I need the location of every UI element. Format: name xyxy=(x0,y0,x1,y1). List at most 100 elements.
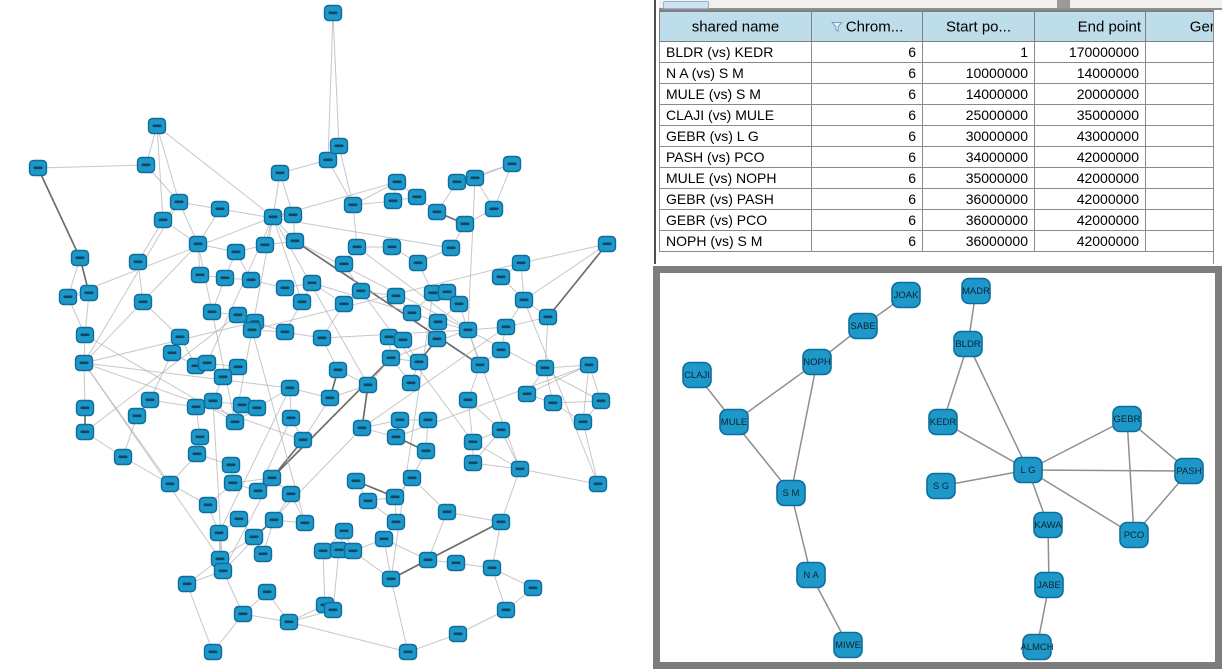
overview-node[interactable] xyxy=(275,323,295,341)
overview-node[interactable] xyxy=(383,192,403,210)
overview-node[interactable] xyxy=(463,433,483,451)
overview-node[interactable] xyxy=(160,475,180,493)
table-cell[interactable]: 170000000 xyxy=(1034,41,1146,63)
overview-network-panel[interactable] xyxy=(0,0,652,669)
table-cell[interactable]: 14000000 xyxy=(922,83,1035,105)
table-row[interactable]: GEBR (vs) PASH636000000420000008.9 xyxy=(659,188,1222,210)
overview-node[interactable] xyxy=(228,306,248,324)
overview-node[interactable] xyxy=(313,542,333,560)
overview-node[interactable] xyxy=(58,288,78,306)
overview-node[interactable] xyxy=(280,379,300,397)
overview-node[interactable] xyxy=(351,282,371,300)
column-header-2[interactable]: Start po... xyxy=(922,10,1035,42)
column-header-0[interactable]: shared name xyxy=(659,10,812,42)
overview-node[interactable] xyxy=(209,524,229,542)
table-scrollbar[interactable] xyxy=(659,0,1222,10)
table-cell[interactable]: 6 xyxy=(811,188,923,210)
overview-node[interactable] xyxy=(334,255,354,273)
overview-node[interactable] xyxy=(538,308,558,326)
subnetwork-node-miwe[interactable]: MIWE xyxy=(833,631,863,659)
overview-node[interactable] xyxy=(358,376,378,394)
table-row[interactable]: GEBR (vs) L G6300000004300000016.9 xyxy=(659,125,1222,147)
table-cell[interactable]: GEBR (vs) L G xyxy=(659,125,812,147)
overview-node[interactable] xyxy=(358,492,378,510)
table-cell[interactable]: MULE (vs) S M xyxy=(659,83,812,105)
overview-node[interactable] xyxy=(221,456,241,474)
table-cell[interactable]: 34000000 xyxy=(922,146,1035,168)
overview-node[interactable] xyxy=(502,155,522,173)
overview-node[interactable] xyxy=(323,4,343,22)
table-cell[interactable]: GEBR (vs) PASH xyxy=(659,188,812,210)
table-cell[interactable]: 11.4 xyxy=(1145,146,1222,168)
overview-node[interactable] xyxy=(352,419,372,437)
overview-node[interactable] xyxy=(263,208,283,226)
overview-node[interactable] xyxy=(232,396,252,414)
table-cell[interactable]: 42000000 xyxy=(1034,188,1146,210)
table-row[interactable]: GEBR (vs) PCO636000000420000008.4 xyxy=(659,209,1222,231)
table-cell[interactable]: 192.0 xyxy=(1145,41,1222,63)
overview-node[interactable] xyxy=(295,514,315,532)
subnetwork-node-jabe[interactable]: JABE xyxy=(1034,571,1064,599)
overview-node[interactable] xyxy=(215,269,235,287)
overview-node[interactable] xyxy=(203,392,223,410)
overview-node[interactable] xyxy=(402,469,422,487)
overview-node[interactable] xyxy=(573,413,593,431)
overview-node[interactable] xyxy=(447,173,467,191)
table-cell[interactable]: 36000000 xyxy=(922,209,1035,231)
overview-node[interactable] xyxy=(470,356,490,374)
subnetwork-node-s-g[interactable]: S G xyxy=(926,472,956,500)
overview-node[interactable] xyxy=(347,238,367,256)
overview-node[interactable] xyxy=(226,243,246,261)
overview-node[interactable] xyxy=(70,249,90,267)
overview-node[interactable] xyxy=(247,399,267,417)
overview-node[interactable] xyxy=(229,510,249,528)
overview-node[interactable] xyxy=(233,605,253,623)
table-row[interactable]: MULE (vs) NOPH6350000004200000010.5 xyxy=(659,167,1222,189)
scrollbar-thumb[interactable] xyxy=(663,1,709,9)
subnetwork-node-gebr[interactable]: GEBR xyxy=(1112,405,1142,433)
table-cell[interactable]: 42000000 xyxy=(1034,167,1146,189)
overview-node[interactable] xyxy=(262,469,282,487)
overview-node[interactable] xyxy=(511,254,531,272)
overview-node[interactable] xyxy=(136,156,156,174)
overview-node[interactable] xyxy=(386,428,406,446)
overview-node[interactable] xyxy=(455,215,475,233)
overview-node[interactable] xyxy=(543,394,563,412)
overview-node[interactable] xyxy=(275,279,295,297)
overview-node[interactable] xyxy=(312,329,332,347)
overview-node[interactable] xyxy=(386,287,406,305)
overview-node[interactable] xyxy=(374,530,394,548)
overview-node[interactable] xyxy=(302,274,322,292)
overview-node[interactable] xyxy=(458,391,478,409)
overview-node[interactable] xyxy=(153,211,173,229)
table-cell[interactable]: 35000000 xyxy=(1034,104,1146,126)
subnetwork-canvas[interactable]: JOAK SABE NOPH CLAJI MULE S M N A MIWE MADR BLDR K… xyxy=(660,273,1215,662)
subnetwork-node-noph[interactable]: NOPH xyxy=(802,348,832,376)
overview-node[interactable] xyxy=(75,399,95,417)
overview-node[interactable] xyxy=(264,511,284,529)
overview-network-canvas[interactable] xyxy=(0,0,652,669)
overview-node[interactable] xyxy=(202,303,222,321)
table-cell[interactable]: NOPH (vs) S M xyxy=(659,230,812,252)
overview-node[interactable] xyxy=(293,431,313,449)
overview-node[interactable] xyxy=(257,583,277,601)
overview-node[interactable] xyxy=(437,283,457,301)
table-cell[interactable]: 9.9 xyxy=(1145,230,1222,252)
overview-node[interactable] xyxy=(127,407,147,425)
subnetwork-node-pco[interactable]: PCO xyxy=(1119,521,1149,549)
overview-node[interactable] xyxy=(418,411,438,429)
table-cell[interactable]: 42000000 xyxy=(1034,230,1146,252)
subnetwork-node-madr[interactable]: MADR xyxy=(961,277,991,305)
overview-node[interactable] xyxy=(441,239,461,257)
overview-node[interactable] xyxy=(437,503,457,521)
overview-node[interactable] xyxy=(213,562,233,580)
table-row[interactable]: PASH (vs) PCO6340000004200000011.4 xyxy=(659,146,1222,168)
overview-node[interactable] xyxy=(169,193,189,211)
overview-node[interactable] xyxy=(242,321,262,339)
overview-node[interactable] xyxy=(334,522,354,540)
overview-node[interactable] xyxy=(386,513,406,531)
overview-node[interactable] xyxy=(75,423,95,441)
overview-node[interactable] xyxy=(491,341,511,359)
table-cell[interactable]: 8.4 xyxy=(1145,209,1222,231)
subnetwork-node-kedr[interactable]: KEDR xyxy=(928,408,958,436)
